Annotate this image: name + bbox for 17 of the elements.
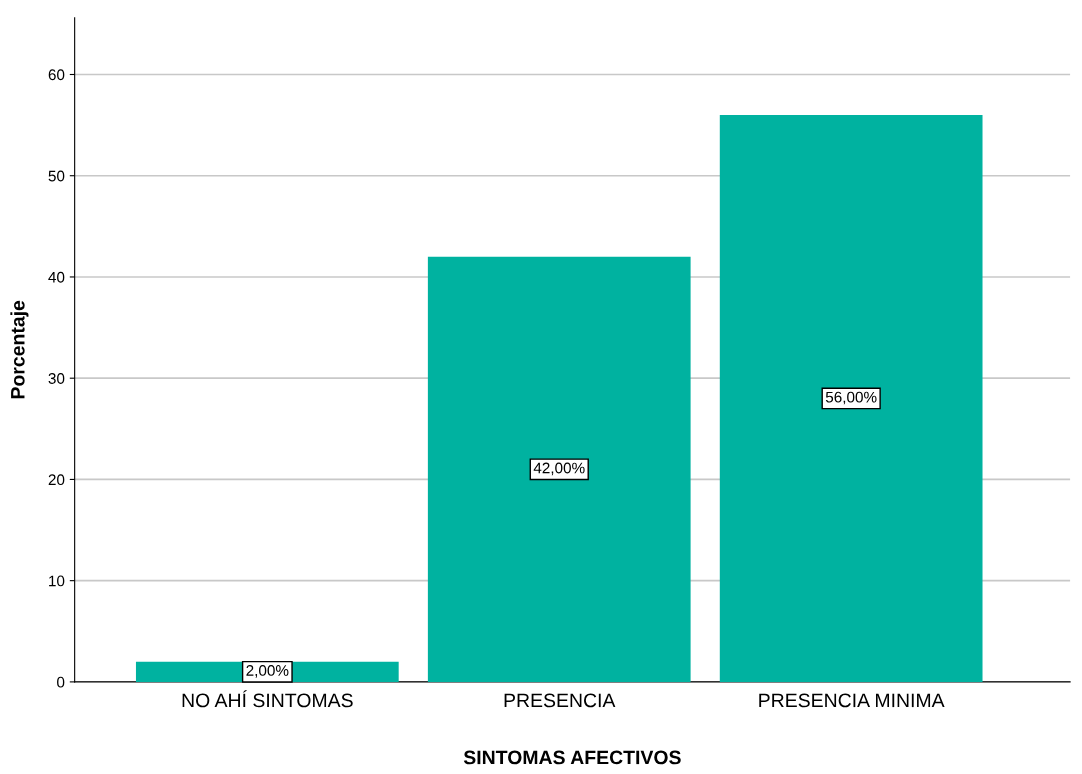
data-label: 2,00% [246,665,289,678]
x-axis-title: SINTOMAS AFECTIVOS [463,750,681,765]
bar [427,256,691,682]
x-tick-label: NO AHÍ SINTOMAS [182,690,353,708]
x-tick-label: PRESENCIA MINIMA [759,693,945,708]
x-tick-label: PRESENCIA [504,693,616,708]
y-axis-title: Porcentaje [10,300,29,399]
y-tick-label: 50 [48,170,65,182]
y-tick-label: 30 [48,373,65,384]
y-tick-label: 60 [48,69,65,81]
y-tick-label: 10 [49,575,65,587]
y-tick-label: 0 [57,676,65,688]
data-label: 42,00% [533,462,585,476]
data-label: 56,00% [825,391,877,405]
bar [719,114,983,682]
y-tick-label: 40 [48,271,65,283]
y-tick-label: 20 [48,474,65,486]
